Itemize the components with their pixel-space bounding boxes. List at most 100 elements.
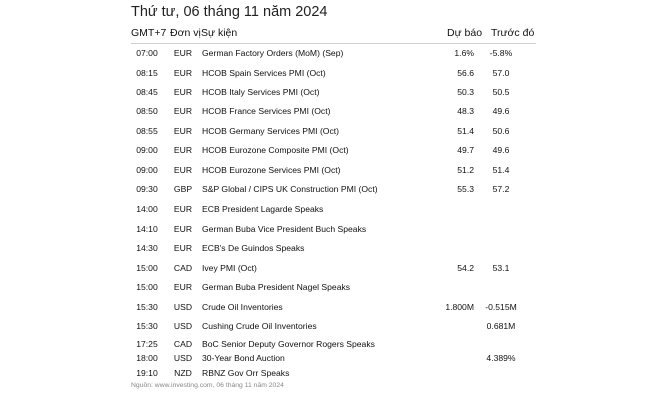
row-time: 08:15 xyxy=(136,68,158,78)
row-time: 19:10 xyxy=(136,368,158,378)
row-time: 09:00 xyxy=(136,145,158,155)
row-currency: EUR xyxy=(173,165,193,175)
row-currency: GBP xyxy=(173,184,193,194)
header-event: Sự kiện xyxy=(201,27,238,39)
row-time: 18:00 xyxy=(136,353,158,363)
row-forecast: 48.3 xyxy=(457,106,474,116)
row-time: 17:25 xyxy=(136,339,158,349)
row-currency: EUR xyxy=(173,282,193,292)
row-time: 15:30 xyxy=(136,321,158,331)
row-previous: 57.0 xyxy=(492,68,510,78)
row-event: Ivey PMI (Oct) xyxy=(202,263,257,273)
row-previous: 50.6 xyxy=(492,126,510,136)
row-event: German Factory Orders (MoM) (Sep) xyxy=(202,48,344,58)
table-row: 19:10 NZD RBNZ Gov Orr Speaks xyxy=(0,366,667,380)
row-time: 08:45 xyxy=(136,87,158,97)
row-currency: USD xyxy=(173,321,193,331)
row-currency: EUR xyxy=(173,145,193,155)
table-row: 09:30 GBP S&P Global / CIPS UK Constructio… xyxy=(0,182,667,196)
row-forecast: 1.800M xyxy=(445,302,474,312)
row-forecast: 51.4 xyxy=(457,126,474,136)
table-row: 18:00 USD 30-Year Bond Auction 4.389% xyxy=(0,351,667,365)
row-event: ECB President Lagarde Speaks xyxy=(202,204,324,214)
header-divider xyxy=(131,43,536,44)
row-time: 15:30 xyxy=(136,302,158,312)
row-previous: 57.2 xyxy=(492,184,510,194)
row-event: Cushing Crude Oil Inventories xyxy=(202,321,317,331)
row-currency: USD xyxy=(173,353,193,363)
table-row: 08:15 EUR HCOB Spain Services PMI (Oct) 56.… xyxy=(0,66,667,80)
table-row: 15:30 USD Crude Oil Inventories 1.800M -0.51… xyxy=(0,300,667,314)
row-event: German Buba Vice President Buch Speaks xyxy=(202,224,367,234)
row-forecast: 55.3 xyxy=(457,184,474,194)
row-previous: 51.4 xyxy=(492,165,510,175)
row-time: 14:10 xyxy=(136,224,158,234)
row-event: 30-Year Bond Auction xyxy=(202,353,285,363)
table-row: 09:00 EUR HCOB Eurozone Services PMI (Oct)… xyxy=(0,163,667,177)
row-currency: EUR xyxy=(173,126,193,136)
row-currency: CAD xyxy=(173,263,193,273)
source-note: Nguồn: www.investing.com, 06 tháng 11 nă… xyxy=(131,382,284,389)
row-forecast: 1.6% xyxy=(454,48,474,58)
header-time: GMT+7 xyxy=(131,27,167,39)
header-currency: Đơn vị xyxy=(170,27,201,39)
row-time: 15:00 xyxy=(136,282,158,292)
row-event: HCOB Italy Services PMI (Oct) xyxy=(202,87,320,97)
row-currency: NZD xyxy=(174,368,192,378)
row-time: 15:00 xyxy=(136,263,158,273)
table-row: 09:00 EUR HCOB Eurozone Composite PMI (Oct… xyxy=(0,143,667,157)
table-row: 15:00 EUR German Buba President Nagel Spea… xyxy=(0,280,667,294)
row-currency: EUR xyxy=(173,106,193,116)
row-event: German Buba President Nagel Speaks xyxy=(202,282,351,292)
row-event: Crude Oil Inventories xyxy=(202,302,283,312)
row-event: HCOB Germany Services PMI (Oct) xyxy=(202,126,340,136)
table-row: 07:00 EUR German Factory Orders (MoM) (Sep… xyxy=(0,46,667,60)
row-forecast: 54.2 xyxy=(457,263,474,273)
table-row: 14:10 EUR German Buba Vice President Buch … xyxy=(0,222,667,236)
row-time: 08:50 xyxy=(136,106,158,116)
row-previous: 50.5 xyxy=(492,87,510,97)
table-row: 08:55 EUR HCOB Germany Services PMI (Oct) 5… xyxy=(0,124,667,138)
row-event: S&P Global / CIPS UK Construction PMI (O… xyxy=(202,184,378,194)
row-time: 14:00 xyxy=(136,204,158,214)
row-currency: EUR xyxy=(173,68,193,78)
table-row: 15:00 CAD Ivey PMI (Oct) 54.2 53.1 xyxy=(0,261,667,275)
row-currency: EUR xyxy=(173,48,193,58)
row-time: 09:30 xyxy=(136,184,158,194)
row-time: 14:30 xyxy=(136,243,158,253)
row-forecast: 51.2 xyxy=(457,165,474,175)
row-previous: 49.6 xyxy=(492,106,510,116)
row-event: ECB's De Guindos Speaks xyxy=(202,243,305,253)
row-currency: CAD xyxy=(173,339,193,349)
row-forecast: 56.6 xyxy=(457,68,474,78)
row-previous: 53.1 xyxy=(492,263,510,273)
row-currency: USD xyxy=(173,302,193,312)
row-event: HCOB Eurozone Composite PMI (Oct) xyxy=(202,145,349,155)
row-previous: 4.389% xyxy=(486,353,516,363)
row-time: 07:00 xyxy=(136,48,158,58)
row-event: RBNZ Gov Orr Speaks xyxy=(202,368,290,378)
row-previous: 0.681M xyxy=(486,321,516,331)
row-forecast: 49.7 xyxy=(457,145,474,155)
table-row: 08:50 EUR HCOB France Services PMI (Oct) 48… xyxy=(0,104,667,118)
row-event: HCOB France Services PMI (Oct) xyxy=(202,106,331,116)
row-event: BoC Senior Deputy Governor Rogers Speaks xyxy=(202,339,375,349)
table-row: 14:00 EUR ECB President Lagarde Speaks xyxy=(0,202,667,216)
row-currency: EUR xyxy=(173,204,193,214)
table-row: 15:30 USD Cushing Crude Oil Inventories 0.6… xyxy=(0,319,667,333)
row-previous: 49.6 xyxy=(492,145,510,155)
header-previous: Trước đó xyxy=(491,27,535,39)
table-row: 14:30 EUR ECB's De Guindos Speaks xyxy=(0,241,667,255)
row-currency: EUR xyxy=(173,224,193,234)
row-currency: EUR xyxy=(173,87,193,97)
row-forecast: 50.3 xyxy=(457,87,474,97)
row-time: 08:55 xyxy=(136,126,158,136)
row-previous: -0.515M xyxy=(485,302,517,312)
row-time: 09:00 xyxy=(136,165,158,175)
row-previous: -5.8% xyxy=(489,48,513,58)
header-forecast: Dự báo xyxy=(447,27,483,39)
row-event: HCOB Spain Services PMI (Oct) xyxy=(202,68,326,78)
table-row: 08:45 EUR HCOB Italy Services PMI (Oct) 50.… xyxy=(0,85,667,99)
row-currency: EUR xyxy=(173,243,193,253)
